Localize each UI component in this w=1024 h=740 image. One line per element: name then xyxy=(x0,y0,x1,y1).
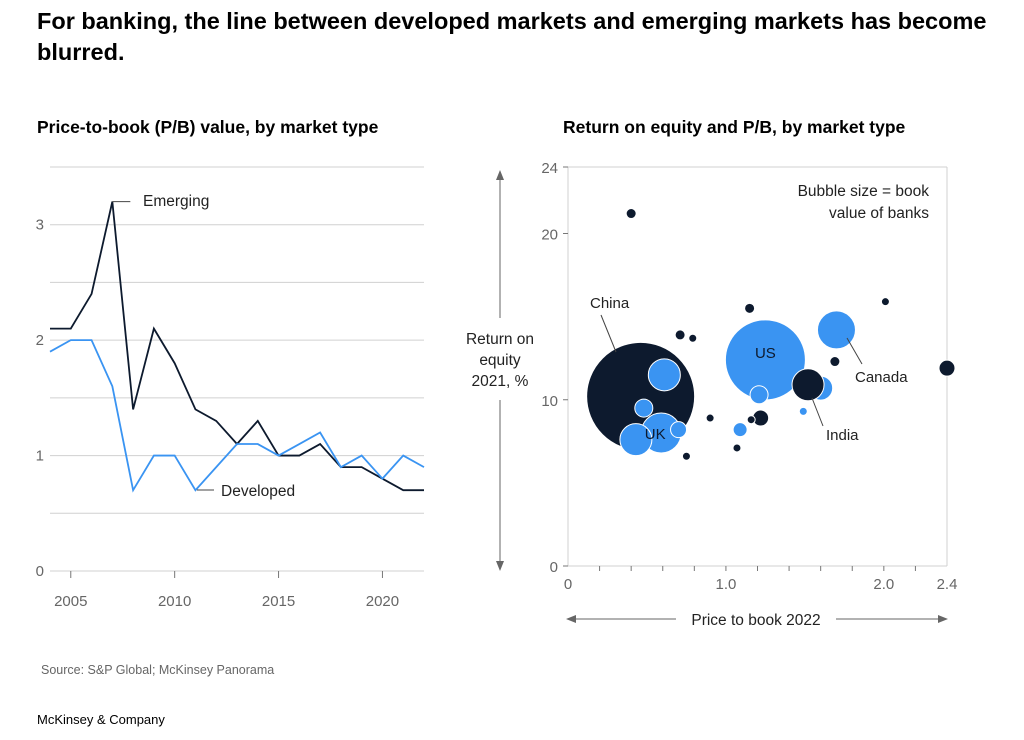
bubble-label-canada: Canada xyxy=(855,369,908,386)
y-tick-label: 0 xyxy=(550,559,558,576)
bubble-emerging xyxy=(688,333,698,343)
y-tick-label: 0 xyxy=(36,563,44,580)
bubble-emerging xyxy=(746,415,756,425)
x-tick-label: 1.0 xyxy=(715,576,736,593)
series-line-developed xyxy=(49,339,425,493)
bubble-developed xyxy=(634,398,654,418)
y-arrow-head-down xyxy=(496,561,504,571)
x-tick-label: 2.0 xyxy=(873,576,894,593)
bubble-developed xyxy=(749,385,769,405)
bubble-developed xyxy=(816,310,856,350)
bubble-canada xyxy=(938,359,956,377)
bubble-emerging xyxy=(880,297,890,307)
bubble-label-uk: UK xyxy=(645,426,666,443)
y-tick-label: 24 xyxy=(541,160,558,177)
x-tick-label: 2010 xyxy=(158,593,191,610)
x-tick-label: 2.4 xyxy=(937,576,958,593)
bubble-label-china: China xyxy=(590,295,630,312)
bubble-chart-title: Return on equity and P/B, by market type xyxy=(563,117,906,137)
y-tick-label: 2 xyxy=(36,332,44,349)
y-axis-label: equity xyxy=(479,352,521,369)
y-tick-label: 1 xyxy=(36,448,44,465)
bubble-emerging xyxy=(705,413,715,423)
y-tick-label: 3 xyxy=(36,217,44,234)
bubble-emerging xyxy=(744,302,756,314)
bubble-emerging xyxy=(732,443,742,453)
series-line-emerging xyxy=(50,201,424,492)
bubble-developed xyxy=(670,421,688,439)
bubble-emerging xyxy=(674,329,686,341)
page-title: For banking, the line between developed … xyxy=(37,8,987,65)
brand-footer: McKinsey & Company xyxy=(37,712,165,727)
leader-line xyxy=(811,397,824,427)
x-tick-label: 0 xyxy=(564,576,572,593)
x-tick-label: 2005 xyxy=(54,593,87,610)
line-chart-title: Price-to-book (P/B) value, by market typ… xyxy=(37,117,379,137)
bubble-size-note: Bubble size = book xyxy=(798,183,930,200)
y-axis-label: Return on xyxy=(466,331,534,348)
bubble-label-us: US xyxy=(755,345,776,362)
y-tick-label: 10 xyxy=(541,393,558,410)
bubble-india xyxy=(791,368,825,402)
bubble-emerging xyxy=(625,208,637,220)
source-note: Source: S&P Global; McKinsey Panorama xyxy=(41,663,275,677)
bubble-chart: 0 10 20 24 0 1.0 2.0 2.4 Return on equity 2021, % P… xyxy=(466,160,957,629)
bubble-label-india: India xyxy=(826,427,859,444)
x-axis-label: Price to book 2022 xyxy=(691,612,820,629)
y-axis-label: 2021, % xyxy=(472,373,529,390)
bubble-developed xyxy=(798,406,808,416)
bubble-developed xyxy=(619,423,653,457)
bubble-emerging xyxy=(681,451,691,461)
line-chart: 0 1 2 3 2005 2010 2015 2020 Emerging Developed xyxy=(36,166,425,610)
y-arrow-head-up xyxy=(496,170,504,180)
leader-line xyxy=(846,337,863,365)
x-tick-label: 2015 xyxy=(262,593,295,610)
bubble-size-note: value of banks xyxy=(829,205,929,222)
leader-line xyxy=(600,314,617,353)
series-label-developed: Developed xyxy=(221,483,295,500)
y-tick-label: 20 xyxy=(541,227,558,244)
bubble-developed xyxy=(647,358,681,392)
bubble-developed xyxy=(732,422,748,438)
x-arrow-head-right xyxy=(938,615,948,623)
series-label-emerging: Emerging xyxy=(143,193,209,210)
x-tick-label: 2020 xyxy=(366,593,399,610)
x-arrow-head-left xyxy=(566,615,576,623)
bubble-emerging xyxy=(829,356,841,368)
